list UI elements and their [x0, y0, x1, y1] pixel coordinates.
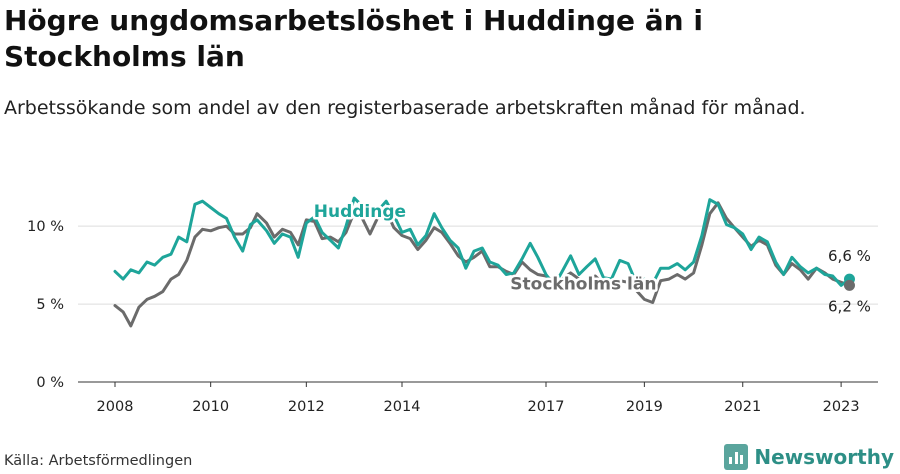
chart-subtitle: Arbetssökande som andel av den registerb… [4, 97, 806, 119]
series-line-huddinge [113, 196, 851, 287]
x-tick-label: 2014 [384, 399, 421, 415]
x-tick-label: 2012 [288, 399, 325, 415]
x-tick-label: 2008 [97, 399, 134, 415]
series-label-stockholm: Stockholms län [510, 274, 656, 294]
y-tick-label: 5 % [36, 297, 64, 313]
chart-title: Högre ungdomsarbetslöshet i Huddinge än … [4, 4, 703, 73]
series-line-stockholm [113, 201, 851, 328]
x-tick-label: 2010 [192, 399, 229, 415]
series-lines [113, 196, 855, 328]
x-tick-label: 2017 [528, 399, 565, 415]
series-labels: 6,6 % 6,2 % Huddinge Stockholms län [311, 199, 871, 315]
end-point-stockholm [843, 279, 855, 291]
line-chart: 0 %5 %10 % 2008 2010 2012 2014 2017 2019 2021 2… [27, 196, 878, 415]
x-tick-label: 2019 [626, 399, 663, 415]
brand-logo: Newsworthy [724, 443, 894, 471]
end-value-label: 6,6 % [828, 247, 871, 265]
y-tick-label: 0 % [36, 375, 64, 391]
grid-layer [78, 225, 878, 305]
series-label-huddinge: Huddinge [314, 202, 406, 222]
y-tick-label: 10 % [27, 219, 64, 235]
bar-chart-icon [724, 444, 749, 470]
x-ticks: 2008 2010 2012 2014 2017 2019 2021 2023 [97, 382, 860, 415]
x-tick-label: 2021 [724, 399, 761, 415]
source-note: Källa: Arbetsförmedlingen [4, 453, 193, 469]
x-tick-label: 2023 [823, 399, 860, 415]
brand-name: Newsworthy [754, 445, 894, 469]
end-value-label: 6,2 % [828, 297, 871, 315]
y-tick-labels: 0 % 5 % 10 % [27, 219, 64, 391]
